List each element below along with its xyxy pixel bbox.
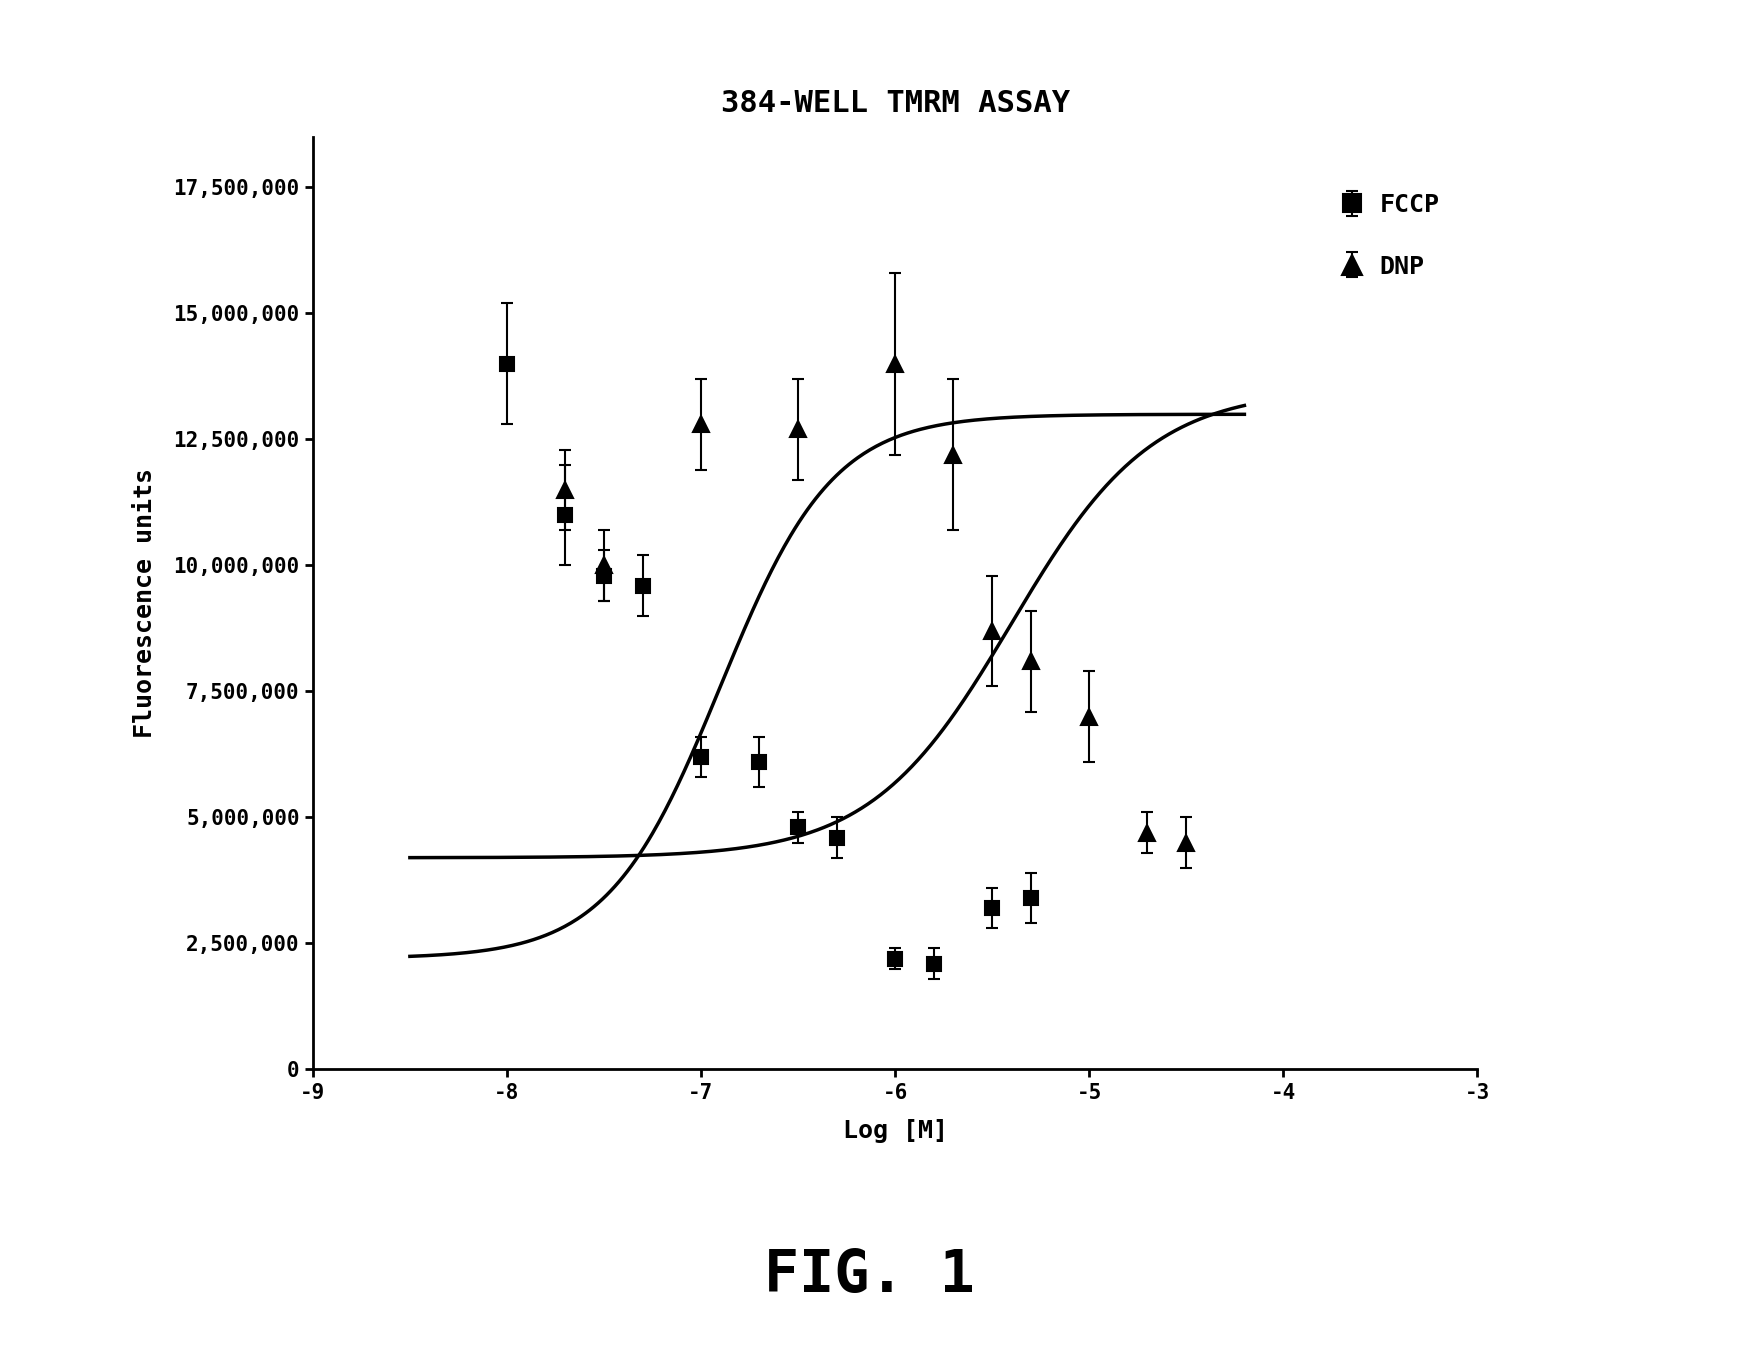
Text: FIG. 1: FIG. 1 xyxy=(763,1246,975,1304)
Title: 384-WELL TMRM ASSAY: 384-WELL TMRM ASSAY xyxy=(721,89,1069,118)
Y-axis label: Fluorescence units: Fluorescence units xyxy=(132,469,156,738)
Legend: FCCP, DNP: FCCP, DNP xyxy=(1316,169,1465,304)
X-axis label: Log [M]: Log [M] xyxy=(843,1119,947,1143)
